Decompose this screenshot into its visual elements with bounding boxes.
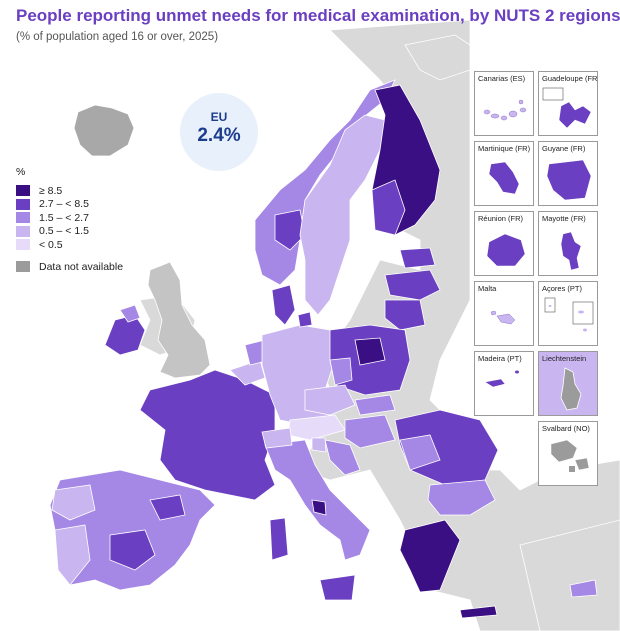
- inset-shape: [550, 439, 590, 472]
- legend-label-5: < 0.5: [39, 238, 63, 251]
- legend-swatch-5: [16, 239, 30, 250]
- inset-shape: [546, 159, 592, 201]
- eu-average-badge: EU 2.4%: [180, 93, 258, 171]
- legend-item-not-available: Data not available: [16, 260, 123, 273]
- inset-mayotte: Mayotte (FR): [538, 211, 598, 276]
- inset-shape: [486, 233, 526, 267]
- inset-name: Guyane (FR): [542, 144, 586, 153]
- inset-shape: [490, 310, 516, 325]
- inset-name: Svalbard (NO): [542, 424, 590, 433]
- map-subtitle: (% of population aged 16 or over, 2025): [16, 31, 219, 43]
- inset-madeira: Madeira (PT): [474, 351, 534, 416]
- legend-swatch-3: [16, 212, 30, 223]
- inset-name: Réunion (FR): [478, 214, 524, 223]
- inset-name: Liechtenstein: [542, 354, 587, 363]
- inset-shape: [484, 370, 519, 388]
- inset-canarias: Canarias (ES): [474, 71, 534, 136]
- inset-name: Guadeloupe (FR): [542, 74, 598, 83]
- inset-liechtenstein: Liechtenstein: [538, 351, 598, 416]
- iceland: [73, 104, 135, 157]
- inset-name: Açores (PT): [542, 284, 583, 293]
- legend-label-4: 0.5 – < 1.5: [39, 225, 89, 237]
- inset-name: Martinique (FR): [478, 144, 531, 153]
- inset-reunion: Réunion (FR): [474, 211, 534, 276]
- inset-malta: Malta: [474, 281, 534, 346]
- inset-guyane: Guyane (FR): [538, 141, 598, 206]
- legend-item-5: < 0.5: [16, 238, 123, 251]
- legend-item-4: 0.5 – < 1.5: [16, 225, 123, 238]
- inset-shape: [488, 161, 520, 195]
- inset-shape: [560, 367, 582, 411]
- legend-swatch-not-available: [16, 261, 30, 272]
- legend-unit: %: [16, 166, 26, 178]
- legend-item-3: 1.5 – < 2.7: [16, 211, 123, 224]
- uk: [147, 261, 211, 379]
- inset-name: Malta: [478, 284, 497, 293]
- regions: [49, 79, 598, 619]
- inset-guadeloupe: Guadeloupe (FR): [538, 71, 598, 136]
- map-title: People reporting unmet needs for medical…: [16, 6, 620, 25]
- legend-label-2: 2.7 – < 8.5: [39, 198, 89, 210]
- eu-badge-label: EU: [210, 110, 228, 124]
- inset-name: Mayotte (FR): [542, 214, 586, 223]
- legend-item-1: ≥ 8.5: [16, 184, 123, 197]
- legend-swatch-4: [16, 225, 30, 237]
- legend-label-not-available: Data not available: [39, 260, 124, 273]
- inset-shape: [560, 231, 582, 271]
- inset-name: Canarias (ES): [478, 74, 526, 83]
- legend-label-3: 1.5 – < 2.7: [39, 211, 89, 224]
- eu-badge-value: 2.4%: [197, 125, 241, 146]
- legend-item-2: 2.7 – < 8.5: [16, 198, 123, 211]
- legend-label-1: ≥ 8.5: [39, 184, 63, 197]
- inset-svalbard: Svalbard (NO): [538, 421, 598, 486]
- inset-shape: [542, 87, 592, 129]
- inset-name: Madeira (PT): [478, 354, 522, 363]
- legend-swatch-2: [16, 198, 30, 210]
- legend-swatch-1: [16, 185, 30, 196]
- inset-shape: [544, 297, 594, 332]
- inset-shape: [483, 99, 527, 121]
- legend: % ≥ 8.5 2.7 – < 8.5 1.5 – < 2.7 0.5 – < …: [16, 166, 123, 274]
- inset-martinique: Martinique (FR): [474, 141, 534, 206]
- inset-acores: Açores (PT): [538, 281, 598, 346]
